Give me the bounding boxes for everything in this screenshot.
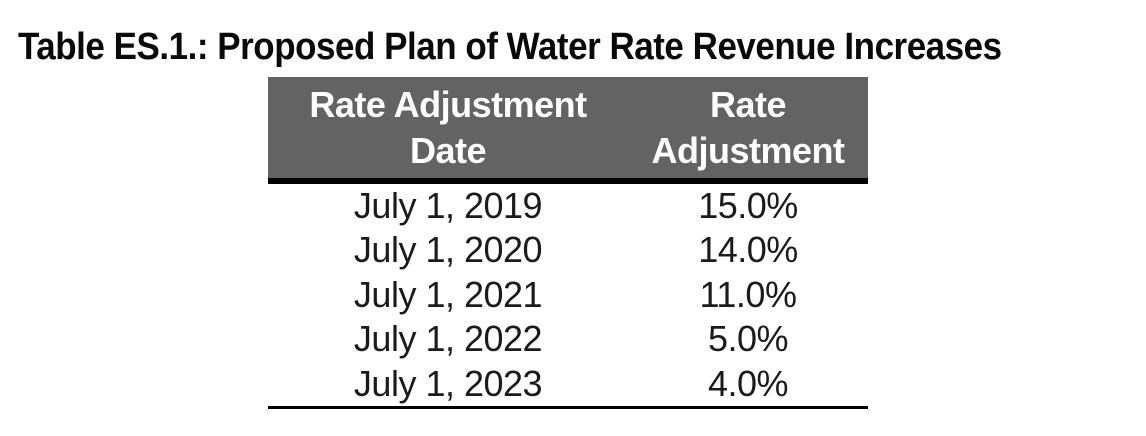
header-col-rate-adjustment-date: Rate Adjustment Date xyxy=(268,82,628,174)
rate-increase-table: Rate Adjustment Date Rate Adjustment Jul… xyxy=(268,77,868,409)
header-col-rate-line2: Adjustment xyxy=(651,129,846,171)
table-row: July 1, 2021 11.0% xyxy=(268,273,868,317)
date-cell: July 1, 2021 xyxy=(353,273,543,315)
table-row: July 1, 2022 5.0% xyxy=(268,317,868,361)
rate-cell: 4.0% xyxy=(707,362,789,404)
table-body: July 1, 2019 15.0% July 1, 2020 14.0% Ju… xyxy=(268,184,868,409)
rate-cell: 5.0% xyxy=(707,318,789,360)
header-col-rate-adjustment: Rate Adjustment xyxy=(628,82,868,174)
table-row: July 1, 2019 15.0% xyxy=(268,184,868,228)
date-cell: July 1, 2022 xyxy=(353,318,543,360)
date-cell: July 1, 2019 xyxy=(353,185,543,226)
table-row: July 1, 2020 14.0% xyxy=(268,228,868,272)
date-cell: July 1, 2020 xyxy=(353,229,543,271)
table-row: July 1, 2023 4.0% xyxy=(268,362,868,406)
header-col-rate-line1: Rate xyxy=(709,83,787,125)
page-title: Table ES.1.: Proposed Plan of Water Rate… xyxy=(18,26,1002,68)
table-header-row: Rate Adjustment Date Rate Adjustment xyxy=(268,77,868,184)
header-col-date-line2: Date xyxy=(409,129,487,171)
date-cell: July 1, 2023 xyxy=(353,362,543,404)
rate-cell: 14.0% xyxy=(698,229,798,271)
rate-cell: 11.0% xyxy=(699,273,797,315)
header-col-date-line1: Rate Adjustment xyxy=(309,83,587,125)
rate-cell: 15.0% xyxy=(698,185,798,226)
